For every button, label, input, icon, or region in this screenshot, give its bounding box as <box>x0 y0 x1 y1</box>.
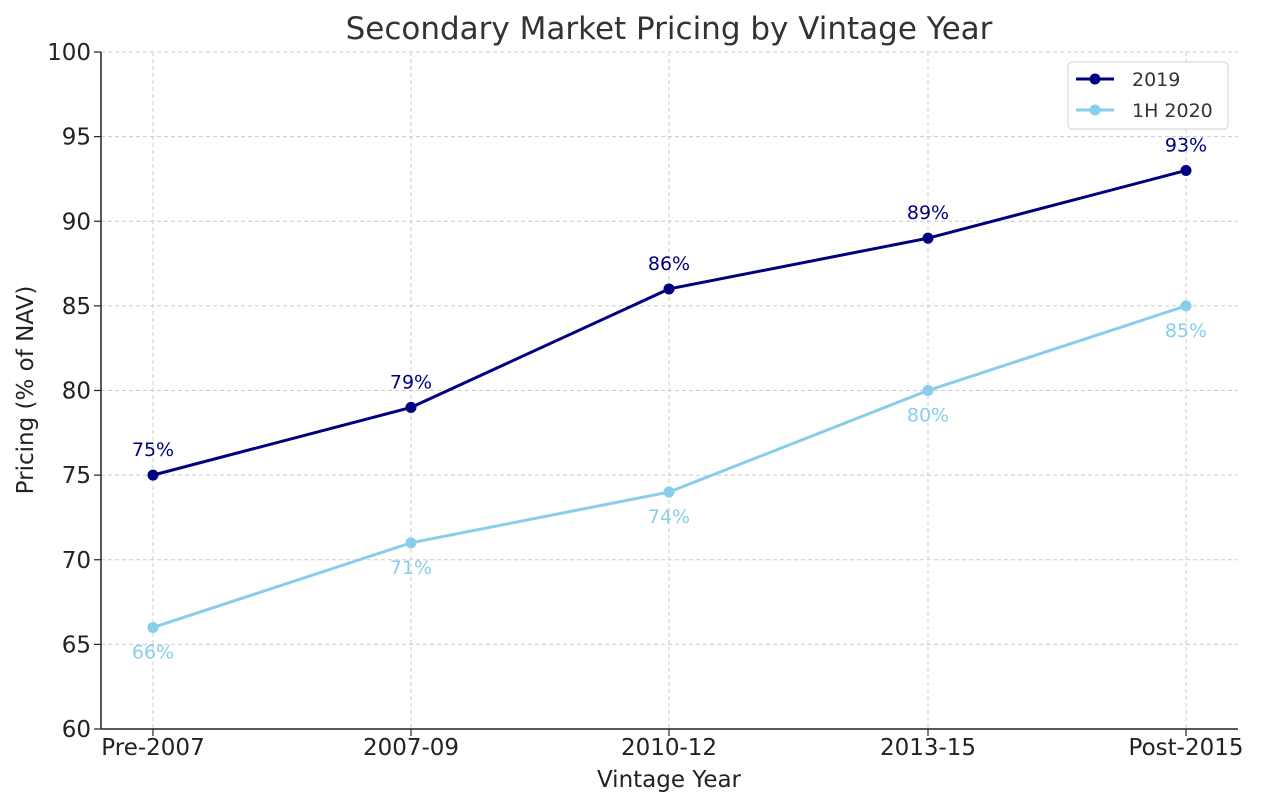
x-tick-label: Pre-2007 <box>101 735 204 761</box>
grid-lines <box>101 51 1238 729</box>
chart-title: Secondary Market Pricing by Vintage Year <box>346 11 993 47</box>
legend-label: 1H 2020 <box>1132 100 1213 122</box>
data-label: 80% <box>907 405 949 427</box>
y-tick-label: 100 <box>47 40 91 66</box>
data-point <box>922 385 934 396</box>
data-point <box>663 486 675 498</box>
legend-swatch-marker <box>1089 104 1101 116</box>
data-point <box>663 283 675 295</box>
data-label: 74% <box>648 506 690 528</box>
x-tick-label: 2007-09 <box>363 735 459 761</box>
data-label: 71% <box>390 557 432 579</box>
data-point <box>922 232 934 244</box>
x-tick-labels: Pre-2007 2007-09 2010-12 2013-15 Post-2015 <box>101 735 1243 761</box>
y-axis-label: Pricing (% of NAV) <box>13 286 39 495</box>
y-tick-label: 90 <box>62 209 91 235</box>
y-tick-label: 95 <box>62 125 91 151</box>
data-point <box>147 469 159 481</box>
x-tick-label: 2013-15 <box>880 735 976 761</box>
data-label: 85% <box>1165 320 1207 342</box>
x-tick-label: Post-2015 <box>1129 735 1244 761</box>
data-point <box>1180 300 1192 312</box>
y-tick-labels: 60 65 70 75 80 85 90 95 100 <box>47 40 91 743</box>
data-label: 66% <box>132 641 174 663</box>
data-label: 86% <box>648 253 690 275</box>
axes <box>94 51 1238 736</box>
legend-swatch-marker <box>1089 73 1101 85</box>
data-label: 75% <box>132 439 174 461</box>
legend: 2019 1H 2020 <box>1067 61 1229 130</box>
data-point <box>405 537 417 549</box>
x-axis-label: Vintage Year <box>597 767 742 793</box>
data-label: 93% <box>1165 134 1207 156</box>
legend-label: 2019 <box>1132 69 1180 91</box>
y-tick-label: 80 <box>62 379 91 405</box>
data-label: 79% <box>390 371 432 393</box>
data-point <box>1180 164 1192 176</box>
data-labels: 75% 79% 86% 89% 93% 66% 71% 74% 80% 85% <box>132 134 1207 663</box>
x-tick-label: 2010-12 <box>621 735 717 761</box>
y-tick-label: 70 <box>62 548 91 574</box>
y-tick-label: 65 <box>62 632 91 658</box>
y-tick-label: 85 <box>62 294 91 320</box>
data-point <box>405 401 417 413</box>
series-lines <box>147 164 1192 633</box>
data-label: 89% <box>907 202 949 224</box>
y-tick-label: 60 <box>62 717 91 743</box>
y-tick-label: 75 <box>62 463 91 489</box>
data-point <box>147 621 159 633</box>
